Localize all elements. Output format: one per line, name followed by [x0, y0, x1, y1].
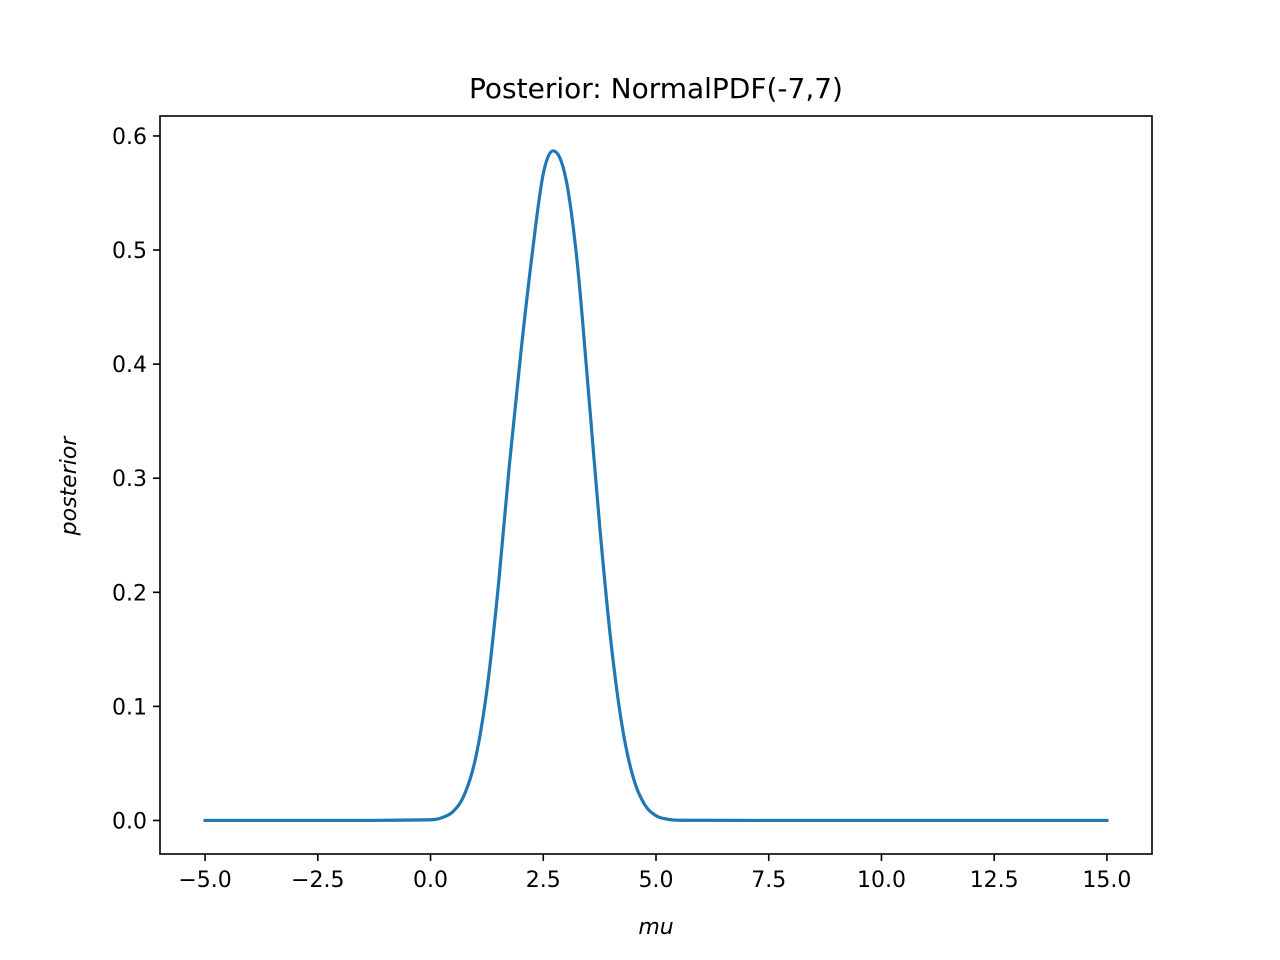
y-tick-label: 0.2 [112, 581, 147, 606]
x-axis-label: mu [638, 915, 673, 940]
x-tick-label: 2.5 [526, 868, 561, 893]
x-tick-label: 7.5 [751, 868, 786, 893]
x-tick-label: 12.5 [970, 868, 1019, 893]
y-tick-label: 0.3 [112, 467, 147, 492]
x-axis-ticks: −5.0 −2.5 0.0 2.5 5.0 7.5 10.0 12.5 15.0 [178, 854, 1131, 893]
x-tick-label: 0.0 [413, 868, 448, 893]
y-tick-label: 0.5 [112, 239, 147, 264]
series-layer [203, 149, 1109, 823]
y-tick-label: 0.0 [112, 809, 147, 834]
y-axis-ticks: 0.0 0.1 0.2 0.3 0.4 0.5 0.6 [112, 125, 160, 834]
x-tick-label: −2.5 [291, 868, 344, 893]
y-tick-label: 0.6 [112, 125, 147, 150]
y-tick-label: 0.4 [112, 353, 147, 378]
x-tick-label: 15.0 [1082, 868, 1131, 893]
x-tick-label: 10.0 [857, 868, 906, 893]
posterior-curve [203, 149, 1109, 823]
x-tick-label: 5.0 [639, 868, 674, 893]
x-tick-label: −5.0 [178, 868, 231, 893]
chart-title: Posterior: NormalPDF(-7,7) [469, 72, 843, 105]
y-axis-label: posterior [57, 435, 82, 537]
y-tick-label: 0.1 [112, 695, 147, 720]
